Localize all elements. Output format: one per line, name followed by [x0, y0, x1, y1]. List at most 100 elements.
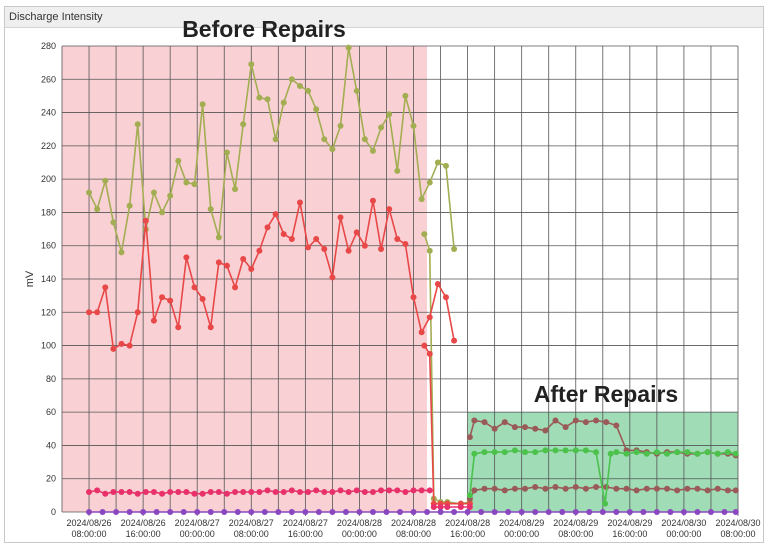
data-point — [421, 231, 428, 238]
data-point — [552, 447, 559, 454]
data-point — [153, 509, 160, 515]
data-point — [215, 489, 222, 496]
data-point — [593, 484, 600, 491]
data-point — [345, 44, 352, 51]
data-point — [582, 419, 589, 426]
data-point — [329, 274, 336, 281]
data-point — [732, 450, 739, 457]
data-point — [191, 490, 198, 497]
data-point — [518, 509, 525, 515]
data-point — [732, 487, 739, 494]
x-tick-label-date: 2024/08/29 — [553, 518, 598, 528]
data-point — [664, 450, 671, 457]
data-point — [714, 450, 721, 457]
data-point — [321, 136, 328, 143]
x-tick-label-time: 00:00:00 — [342, 529, 377, 539]
data-point — [501, 419, 508, 426]
data-point — [99, 509, 106, 515]
data-point — [572, 509, 579, 515]
data-point — [199, 490, 206, 497]
data-point — [86, 189, 93, 196]
data-point — [532, 484, 539, 491]
data-point — [478, 509, 485, 515]
data-point — [552, 484, 559, 491]
data-point — [410, 509, 417, 515]
data-point — [451, 509, 458, 515]
data-point — [94, 487, 101, 494]
data-point — [394, 487, 401, 494]
data-point — [426, 350, 433, 357]
data-point — [356, 509, 363, 515]
data-point — [191, 284, 198, 291]
x-tick-label-time: 08:00:00 — [720, 529, 755, 539]
data-point — [313, 106, 320, 113]
data-point — [442, 294, 449, 301]
y-tick-label: 280 — [41, 41, 56, 51]
data-point — [471, 417, 478, 424]
annotation-after: After Repairs — [534, 381, 678, 407]
data-point — [674, 449, 681, 456]
data-point — [402, 489, 409, 496]
data-point — [232, 186, 239, 193]
data-point — [572, 484, 579, 491]
data-point — [394, 236, 401, 243]
x-tick-label-date: 2024/08/29 — [499, 518, 544, 528]
data-point — [603, 419, 610, 426]
data-point — [607, 450, 614, 457]
data-point — [140, 509, 147, 515]
x-tick-label-date: 2024/08/26 — [67, 518, 112, 528]
data-point — [613, 422, 620, 429]
data-point — [505, 509, 512, 515]
y-tick-label: 0 — [51, 507, 56, 517]
data-point — [491, 425, 498, 432]
x-tick-label-date: 2024/08/27 — [283, 518, 328, 528]
data-point — [305, 244, 312, 251]
data-point — [264, 224, 271, 231]
panel-title: Discharge Intensity — [5, 7, 763, 28]
data-point — [118, 249, 125, 256]
x-tick-label-time: 16:00:00 — [450, 529, 485, 539]
data-point — [471, 487, 478, 494]
data-point — [653, 485, 660, 492]
data-point — [466, 492, 473, 499]
x-tick-label-time: 08:00:00 — [558, 529, 593, 539]
data-point — [337, 214, 344, 221]
data-point — [501, 449, 508, 456]
data-point — [694, 450, 701, 457]
data-point — [434, 280, 441, 287]
data-point — [466, 434, 473, 441]
data-point — [321, 246, 328, 253]
data-point — [240, 256, 247, 263]
data-point — [437, 509, 444, 515]
data-point — [466, 504, 473, 511]
data-point — [288, 487, 295, 494]
data-point — [248, 489, 255, 496]
data-point — [491, 449, 498, 456]
data-point — [418, 329, 425, 336]
data-point — [623, 485, 630, 492]
data-point — [207, 509, 214, 515]
data-point — [680, 509, 687, 515]
data-point — [313, 487, 320, 494]
x-tick-label-date: 2024/08/28 — [391, 518, 436, 528]
series-line — [469, 486, 736, 500]
data-point — [410, 294, 417, 301]
data-point — [167, 489, 174, 496]
data-point — [599, 509, 606, 515]
data-point — [481, 485, 488, 492]
data-point — [296, 489, 303, 496]
y-tick-label: 160 — [41, 241, 56, 251]
data-point — [248, 61, 255, 68]
data-point — [542, 485, 549, 492]
data-point — [418, 487, 425, 494]
data-point — [704, 449, 711, 456]
data-point — [234, 509, 241, 515]
data-point — [86, 489, 93, 496]
data-point — [684, 449, 691, 456]
data-point — [522, 449, 529, 456]
data-point — [378, 246, 385, 253]
data-point — [232, 284, 239, 291]
data-point — [329, 489, 336, 496]
data-point — [694, 485, 701, 492]
data-point — [194, 509, 201, 515]
